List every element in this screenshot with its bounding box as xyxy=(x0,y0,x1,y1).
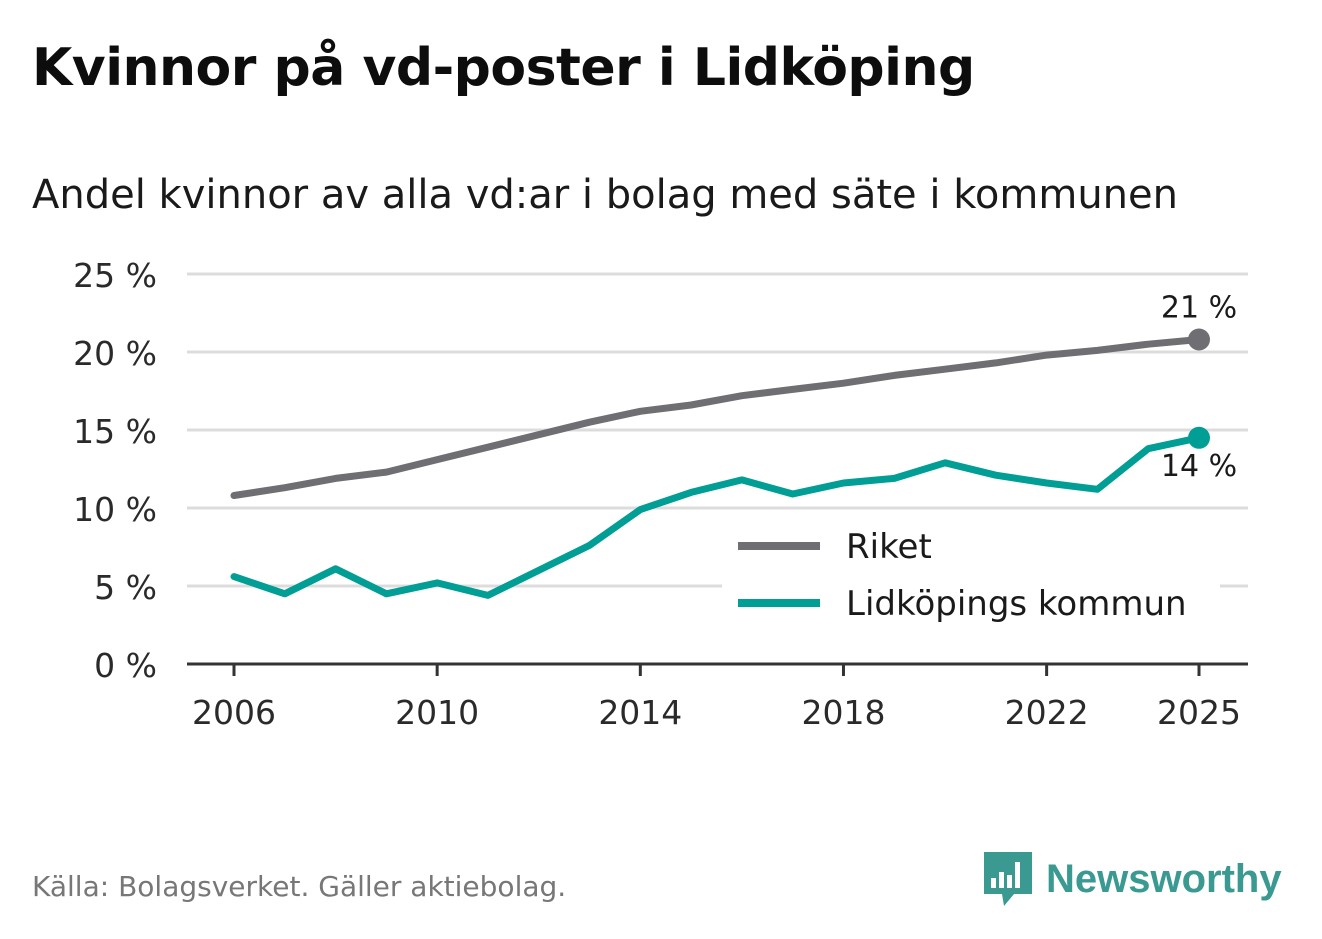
chart-subtitle: Andel kvinnor av alla vd:ar i bolag med … xyxy=(32,172,1178,218)
y-tick-label: 20 % xyxy=(73,334,157,373)
y-tick-label: 0 % xyxy=(94,646,157,685)
legend-label: Lidköpings kommun xyxy=(846,584,1187,624)
brand-name: Newsworthy xyxy=(1046,856,1282,901)
legend-background xyxy=(722,522,1220,632)
x-tick-label: 2006 xyxy=(192,693,276,732)
bar-chart-icon xyxy=(984,852,1032,906)
series-line-1 xyxy=(230,434,1203,599)
x-tick-label: 2018 xyxy=(801,693,885,732)
y-tick-label: 5 % xyxy=(94,568,157,607)
legend: Riket Lidköpings kommun xyxy=(722,522,1220,632)
end-labels: 21 % 14 % xyxy=(1161,291,1237,484)
y-tick-label: 25 % xyxy=(73,256,157,295)
series-end-marker xyxy=(1188,328,1210,351)
x-tick-label: 2010 xyxy=(395,693,479,732)
brand-logo: Newsworthy xyxy=(980,848,1282,910)
x-axis: 2006 2010 2014 2018 2022 2025 xyxy=(187,662,1248,732)
x-tick-label: 2022 xyxy=(1005,693,1089,732)
y-tick-label: 15 % xyxy=(73,412,157,451)
y-axis-ticks: 0 % 5 % 10 % 15 % 20 % 25 % xyxy=(73,256,157,685)
x-tick-label: 2014 xyxy=(598,693,682,732)
data-label: 21 % xyxy=(1161,291,1237,326)
y-tick-label: 10 % xyxy=(73,490,157,529)
chart-title: Kvinnor på vd-poster i Lidköping xyxy=(32,38,975,98)
series-line-0 xyxy=(230,336,1203,499)
series-end-marker xyxy=(1188,426,1210,449)
legend-label: Riket xyxy=(846,527,932,567)
data-label: 14 % xyxy=(1161,449,1237,484)
source-note: Källa: Bolagsverket. Gäller aktiebolag. xyxy=(32,870,567,903)
series-lines xyxy=(230,328,1210,599)
x-tick-label: 2025 xyxy=(1157,693,1241,732)
